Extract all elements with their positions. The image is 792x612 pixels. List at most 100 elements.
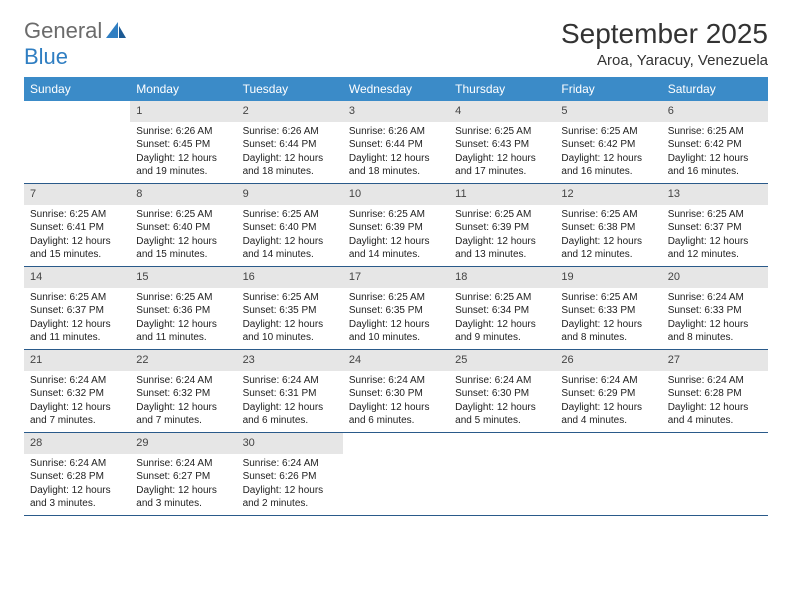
sunset-text: Sunset: 6:33 PM: [668, 304, 762, 318]
day-cell: 22Sunrise: 6:24 AMSunset: 6:32 PMDayligh…: [130, 350, 236, 432]
day-cell: 27Sunrise: 6:24 AMSunset: 6:28 PMDayligh…: [662, 350, 768, 432]
daylight-text: Daylight: 12 hours and 13 minutes.: [455, 235, 549, 262]
weeks-container: 1Sunrise: 6:26 AMSunset: 6:45 PMDaylight…: [24, 101, 768, 516]
day-cell: 1Sunrise: 6:26 AMSunset: 6:45 PMDaylight…: [130, 101, 236, 183]
sunset-text: Sunset: 6:35 PM: [243, 304, 337, 318]
daylight-text: Daylight: 12 hours and 10 minutes.: [349, 318, 443, 345]
sunset-text: Sunset: 6:40 PM: [243, 221, 337, 235]
sunset-text: Sunset: 6:43 PM: [455, 138, 549, 152]
daylight-text: Daylight: 12 hours and 18 minutes.: [243, 152, 337, 179]
day-body: Sunrise: 6:25 AMSunset: 6:41 PMDaylight:…: [24, 205, 130, 266]
day-body: Sunrise: 6:25 AMSunset: 6:39 PMDaylight:…: [343, 205, 449, 266]
daylight-text: Daylight: 12 hours and 8 minutes.: [668, 318, 762, 345]
day-number: 19: [555, 267, 661, 288]
day-body: Sunrise: 6:25 AMSunset: 6:37 PMDaylight:…: [662, 205, 768, 266]
logo-text-general: General: [24, 18, 102, 44]
day-cell: 18Sunrise: 6:25 AMSunset: 6:34 PMDayligh…: [449, 267, 555, 349]
day-number: 23: [237, 350, 343, 371]
day-body: Sunrise: 6:25 AMSunset: 6:37 PMDaylight:…: [24, 288, 130, 349]
day-number: 10: [343, 184, 449, 205]
sunset-text: Sunset: 6:45 PM: [136, 138, 230, 152]
sunset-text: Sunset: 6:39 PM: [455, 221, 549, 235]
sunrise-text: Sunrise: 6:24 AM: [455, 374, 549, 388]
day-cell: 14Sunrise: 6:25 AMSunset: 6:37 PMDayligh…: [24, 267, 130, 349]
day-number: 24: [343, 350, 449, 371]
day-body: Sunrise: 6:25 AMSunset: 6:38 PMDaylight:…: [555, 205, 661, 266]
day-body: Sunrise: 6:25 AMSunset: 6:34 PMDaylight:…: [449, 288, 555, 349]
day-cell: 26Sunrise: 6:24 AMSunset: 6:29 PMDayligh…: [555, 350, 661, 432]
weekday-fri: Friday: [555, 77, 661, 101]
day-number: 15: [130, 267, 236, 288]
day-body: Sunrise: 6:24 AMSunset: 6:28 PMDaylight:…: [662, 371, 768, 432]
day-body: Sunrise: 6:24 AMSunset: 6:27 PMDaylight:…: [130, 454, 236, 515]
sunrise-text: Sunrise: 6:24 AM: [561, 374, 655, 388]
weekday-mon: Monday: [130, 77, 236, 101]
daylight-text: Daylight: 12 hours and 10 minutes.: [243, 318, 337, 345]
day-cell: 16Sunrise: 6:25 AMSunset: 6:35 PMDayligh…: [237, 267, 343, 349]
day-number: 25: [449, 350, 555, 371]
sunset-text: Sunset: 6:28 PM: [30, 470, 124, 484]
day-body: Sunrise: 6:25 AMSunset: 6:43 PMDaylight:…: [449, 122, 555, 183]
day-cell: 8Sunrise: 6:25 AMSunset: 6:40 PMDaylight…: [130, 184, 236, 266]
sunrise-text: Sunrise: 6:24 AM: [668, 291, 762, 305]
calendar-page: General September 2025 Aroa, Yaracuy, Ve…: [0, 0, 792, 534]
day-number: [555, 433, 661, 454]
sunset-text: Sunset: 6:32 PM: [30, 387, 124, 401]
daylight-text: Daylight: 12 hours and 3 minutes.: [30, 484, 124, 511]
sunset-text: Sunset: 6:31 PM: [243, 387, 337, 401]
sunrise-text: Sunrise: 6:25 AM: [30, 291, 124, 305]
sunrise-text: Sunrise: 6:25 AM: [455, 291, 549, 305]
day-body: Sunrise: 6:26 AMSunset: 6:45 PMDaylight:…: [130, 122, 236, 183]
sunrise-text: Sunrise: 6:24 AM: [136, 457, 230, 471]
day-cell: 25Sunrise: 6:24 AMSunset: 6:30 PMDayligh…: [449, 350, 555, 432]
day-number: 28: [24, 433, 130, 454]
day-number: 1: [130, 101, 236, 122]
sunset-text: Sunset: 6:39 PM: [349, 221, 443, 235]
day-number: 14: [24, 267, 130, 288]
sunset-text: Sunset: 6:32 PM: [136, 387, 230, 401]
day-number: 7: [24, 184, 130, 205]
day-cell: 24Sunrise: 6:24 AMSunset: 6:30 PMDayligh…: [343, 350, 449, 432]
sunrise-text: Sunrise: 6:26 AM: [243, 125, 337, 139]
sunrise-text: Sunrise: 6:25 AM: [561, 291, 655, 305]
day-number: [24, 101, 130, 122]
day-body: Sunrise: 6:26 AMSunset: 6:44 PMDaylight:…: [237, 122, 343, 183]
day-cell: 11Sunrise: 6:25 AMSunset: 6:39 PMDayligh…: [449, 184, 555, 266]
day-number: 30: [237, 433, 343, 454]
day-body: Sunrise: 6:25 AMSunset: 6:36 PMDaylight:…: [130, 288, 236, 349]
day-number: 2: [237, 101, 343, 122]
weekday-tue: Tuesday: [237, 77, 343, 101]
calendar-grid: Sunday Monday Tuesday Wednesday Thursday…: [24, 77, 768, 516]
day-body: Sunrise: 6:24 AMSunset: 6:26 PMDaylight:…: [237, 454, 343, 515]
day-cell: [555, 433, 661, 515]
weekday-header-row: Sunday Monday Tuesday Wednesday Thursday…: [24, 77, 768, 101]
daylight-text: Daylight: 12 hours and 7 minutes.: [30, 401, 124, 428]
sunset-text: Sunset: 6:28 PM: [668, 387, 762, 401]
weekday-thu: Thursday: [449, 77, 555, 101]
day-cell: 10Sunrise: 6:25 AMSunset: 6:39 PMDayligh…: [343, 184, 449, 266]
day-cell: 6Sunrise: 6:25 AMSunset: 6:42 PMDaylight…: [662, 101, 768, 183]
daylight-text: Daylight: 12 hours and 16 minutes.: [561, 152, 655, 179]
day-number: 4: [449, 101, 555, 122]
day-cell: 29Sunrise: 6:24 AMSunset: 6:27 PMDayligh…: [130, 433, 236, 515]
day-number: 11: [449, 184, 555, 205]
sunrise-text: Sunrise: 6:25 AM: [243, 208, 337, 222]
day-cell: 17Sunrise: 6:25 AMSunset: 6:35 PMDayligh…: [343, 267, 449, 349]
day-body: Sunrise: 6:24 AMSunset: 6:28 PMDaylight:…: [24, 454, 130, 515]
day-cell: 5Sunrise: 6:25 AMSunset: 6:42 PMDaylight…: [555, 101, 661, 183]
sunrise-text: Sunrise: 6:25 AM: [349, 291, 443, 305]
day-cell: 2Sunrise: 6:26 AMSunset: 6:44 PMDaylight…: [237, 101, 343, 183]
sunset-text: Sunset: 6:35 PM: [349, 304, 443, 318]
daylight-text: Daylight: 12 hours and 16 minutes.: [668, 152, 762, 179]
sunrise-text: Sunrise: 6:24 AM: [668, 374, 762, 388]
day-number: 22: [130, 350, 236, 371]
sunset-text: Sunset: 6:42 PM: [668, 138, 762, 152]
sunrise-text: Sunrise: 6:25 AM: [668, 208, 762, 222]
sunset-text: Sunset: 6:33 PM: [561, 304, 655, 318]
day-number: 16: [237, 267, 343, 288]
title-block: September 2025 Aroa, Yaracuy, Venezuela: [561, 18, 768, 69]
sunset-text: Sunset: 6:42 PM: [561, 138, 655, 152]
day-cell: 7Sunrise: 6:25 AMSunset: 6:41 PMDaylight…: [24, 184, 130, 266]
day-body: Sunrise: 6:25 AMSunset: 6:39 PMDaylight:…: [449, 205, 555, 266]
sunrise-text: Sunrise: 6:25 AM: [455, 208, 549, 222]
